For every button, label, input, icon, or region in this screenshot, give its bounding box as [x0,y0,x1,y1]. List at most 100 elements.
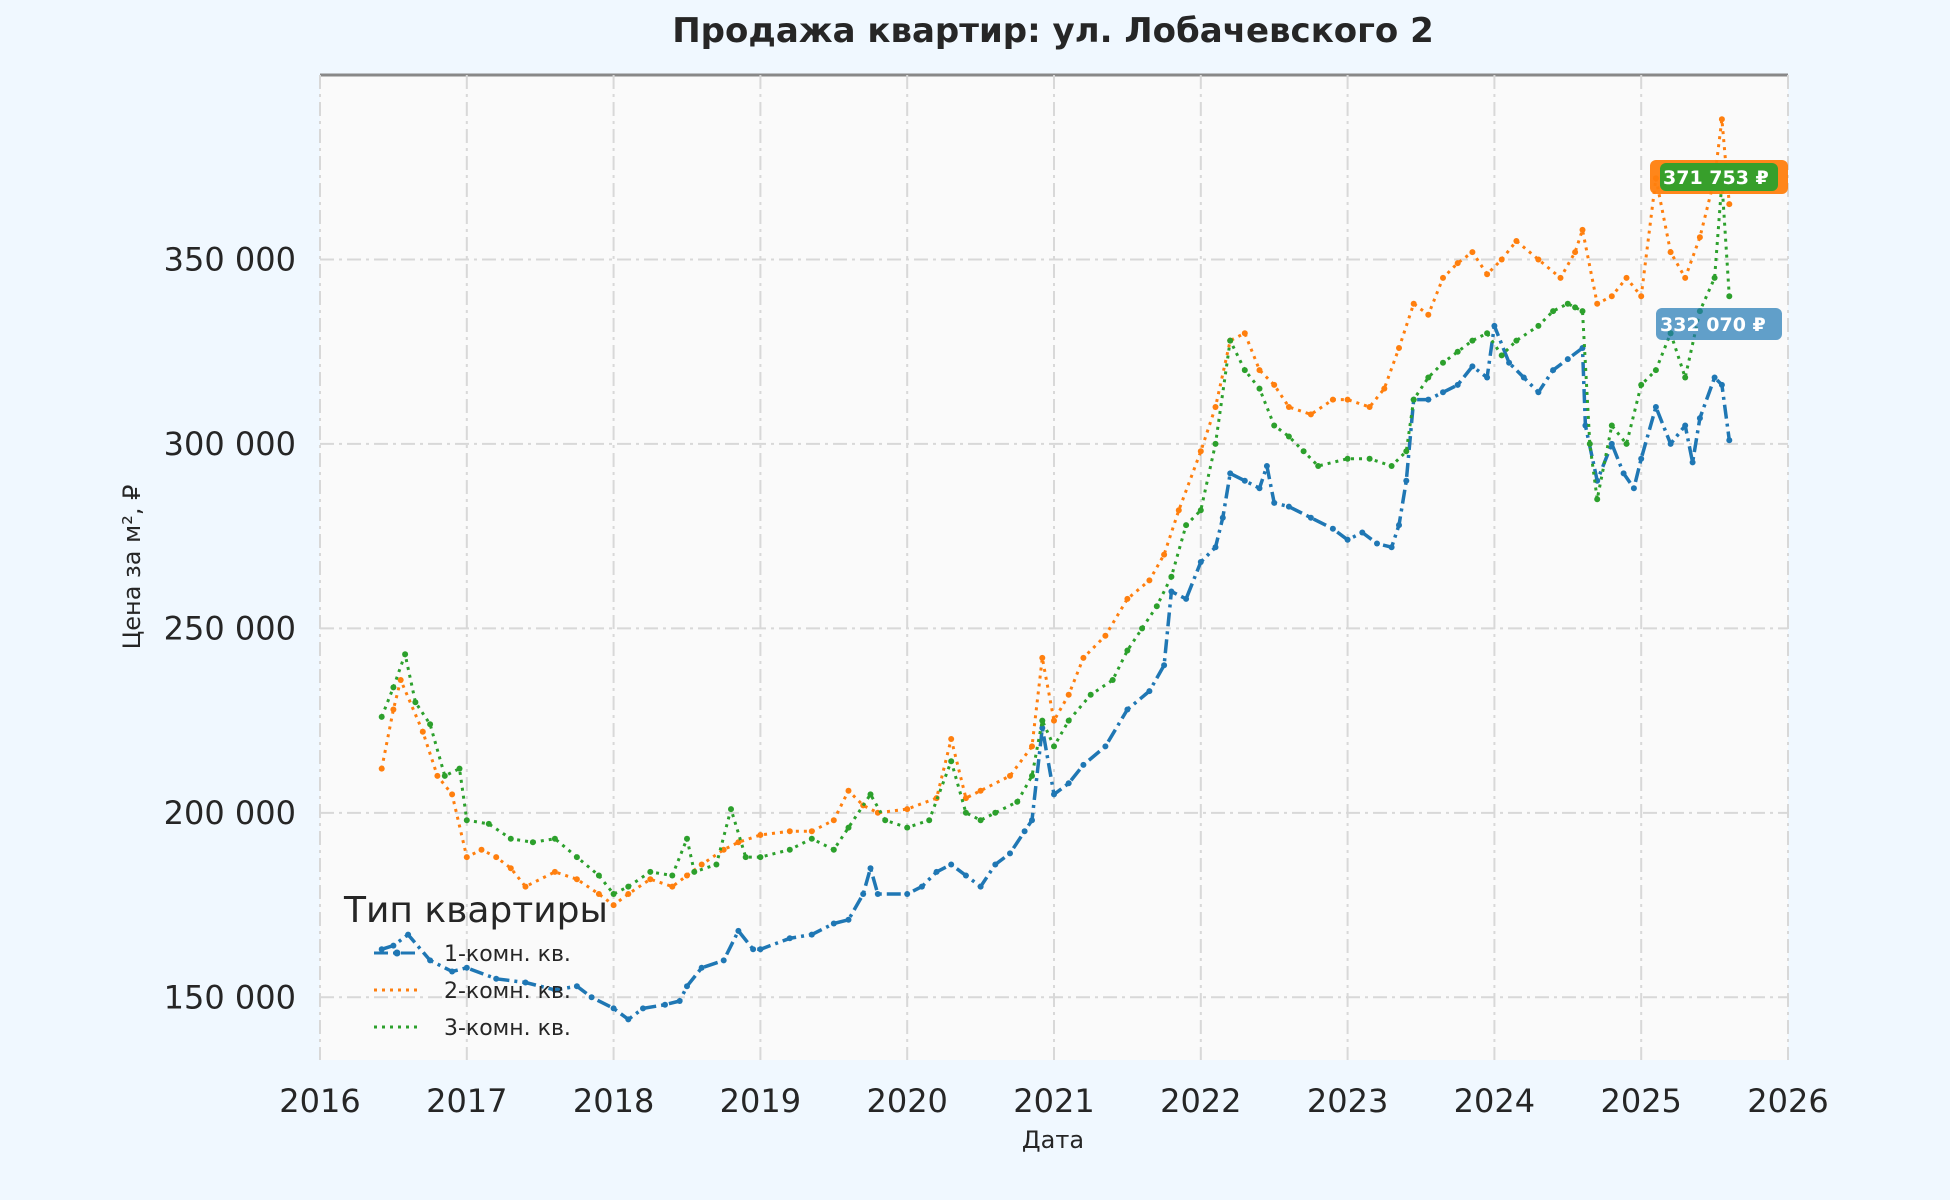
series-point-2 [610,902,617,909]
series-point-3 [1586,440,1593,447]
series-point-1 [1102,743,1109,750]
series-point-2 [1051,717,1057,724]
x-axis-ticks: 2016 2017 2018 2019 2020 2021 2022 2023 2024 2025… [279,1082,1828,1120]
series-point-3 [1425,374,1432,381]
grid-lines [319,75,1789,1060]
series-point-2 [1425,311,1432,318]
series-point-1 [1124,706,1131,713]
series-point-1 [1726,437,1733,444]
series-point-1 [1550,367,1557,374]
series-point-3 [1366,455,1373,462]
series-point-2 [1484,271,1491,278]
x-tick-label: 2022 [1160,1082,1241,1120]
series-point-1 [1682,422,1689,429]
y-tick-label: 250 000 [164,609,296,647]
series-point-3 [691,868,698,875]
series-point-3 [830,846,837,853]
series-point-3 [1535,322,1542,329]
series-point-3 [1271,422,1278,429]
series-point-3 [1285,433,1292,440]
series-point-1 [1051,791,1057,798]
series-point-2 [1667,249,1674,256]
series-point-2 [1271,381,1278,388]
series-point-1 [918,883,925,890]
series-point-3 [1454,348,1461,355]
series-point-1 [808,931,815,938]
series-point-3 [1652,367,1659,374]
series-point-3 [904,824,911,831]
series-point-1 [1344,536,1351,543]
series-lines [378,116,1733,1023]
series-point-3 [1029,772,1035,779]
series-point-2 [1498,256,1505,263]
series-point-1 [962,872,969,879]
series-point-2 [669,883,676,890]
series-point-3 [1183,522,1190,529]
series-point-2 [390,706,397,713]
series-point-2 [1366,404,1373,410]
series-point-1 [933,868,940,875]
series-point-2 [573,876,580,883]
series-point-3 [441,772,448,779]
series-point-1 [1652,404,1659,410]
series-point-2 [845,787,852,794]
series-point-1 [948,861,955,868]
series-point-3 [1726,293,1733,300]
series-point-1 [427,957,434,964]
legend-label: 2-комн. кв. [444,979,571,1004]
series-point-3 [1315,463,1322,469]
series-point-1 [1256,485,1263,492]
series-point-3 [1403,448,1410,455]
series-point-1 [1080,761,1087,768]
series-point-2 [1212,404,1219,410]
series-point-2 [478,846,485,853]
series-point-3 [647,868,654,875]
series-point-3 [625,883,632,890]
series-point-1 [1263,463,1270,469]
series-point-3 [1410,396,1417,403]
series-point-1 [1564,356,1571,363]
series-point-2 [378,765,385,772]
series-point-3 [1300,448,1307,455]
series-point-3 [427,721,434,728]
series-point-1 [1212,544,1219,551]
series-point-1 [1029,817,1035,824]
series-point-2 [1513,238,1520,244]
chart-title: Продажа квартир: ул. Лобачевского 2 [672,11,1434,51]
series-point-3 [1711,274,1718,281]
series-point-1 [662,1001,668,1008]
series-point-2 [1579,226,1586,233]
series-point-3 [463,817,470,824]
series-point-2 [1039,654,1046,661]
series-point-1 [698,964,705,971]
series-point-3 [684,835,690,842]
series-point-2 [1682,274,1689,281]
series-point-3 [507,835,514,842]
series-point-2 [1396,345,1402,351]
legend: Тип квартиры 1-комн. кв. 2-комн. кв. 3-ком… [343,890,608,1041]
series-point-1 [1506,359,1513,366]
series-point-3 [926,817,933,824]
series-point-1 [1491,322,1498,329]
series-point-3 [1109,677,1116,683]
series-point-1 [1667,440,1674,447]
series-point-1 [735,927,742,934]
series-point-2 [1344,396,1351,403]
last-value-badge-3: 371 753 ₽ [1660,163,1778,191]
series-point-1 [1219,514,1226,521]
series-point-1 [684,983,690,990]
y-tick-label: 150 000 [164,978,296,1016]
series-point-2 [1285,404,1292,410]
series-point-1 [1608,440,1615,447]
series-point-2 [1175,507,1182,514]
series-point-3 [1469,337,1476,344]
series-point-3 [1623,440,1630,447]
series-point-1 [610,1005,617,1012]
series-point-3 [1153,603,1160,610]
series-point-3 [1256,385,1263,392]
series-point-1 [1146,688,1153,695]
series-point-3 [1572,304,1579,311]
series-point-3 [1227,337,1234,344]
